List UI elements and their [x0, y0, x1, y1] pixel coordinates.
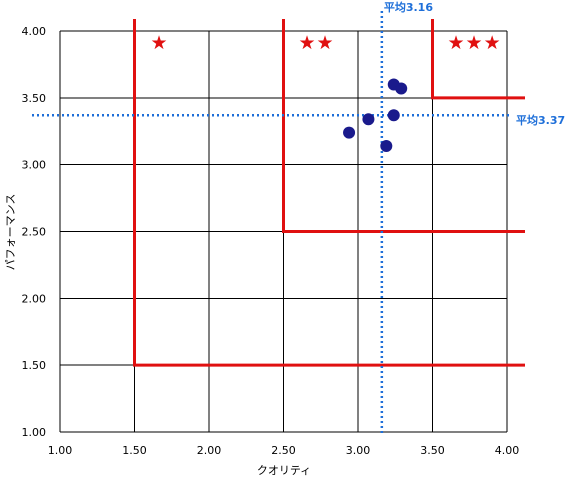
y-average-label: 平均3.37	[516, 113, 565, 127]
zone-ratings: ★ ★★ ★★★	[151, 32, 502, 54]
data-point	[343, 126, 356, 139]
x-tick-label: 3.00	[346, 444, 371, 457]
data-point	[387, 109, 400, 122]
data-point	[380, 139, 393, 152]
data-points	[343, 78, 408, 152]
zone-rating-stars: ★★	[299, 32, 335, 54]
y-tick-label: 2.00	[22, 292, 47, 305]
y-axis-label: パフォーマンス	[4, 194, 17, 271]
y-tick-label: 2.50	[22, 226, 47, 239]
x-axis-label: クオリティ	[257, 464, 311, 477]
x-tick-label: 2.50	[271, 444, 296, 457]
zone-boundary	[431, 19, 525, 100]
y-tick-label: 3.00	[22, 159, 47, 172]
x-average-label: 平均3.16	[384, 0, 433, 14]
data-point	[362, 113, 375, 126]
zone-boundary	[133, 19, 525, 367]
data-point	[395, 82, 408, 95]
y-tick-label: 1.00	[22, 426, 47, 439]
zone-boundaries	[133, 19, 525, 367]
y-tick-label: 1.50	[22, 359, 47, 372]
x-tick-label: 2.00	[197, 444, 222, 457]
x-tick-label: 4.00	[495, 444, 520, 457]
zone-boundary	[282, 19, 525, 233]
x-tick-label: 1.00	[48, 444, 73, 457]
tick-labels: 1.00 1.50 2.00 2.50 3.00 3.50 4.00 1.00 1.50 2.00…	[22, 25, 520, 457]
y-tick-label: 4.00	[22, 25, 47, 38]
zone-rating-stars: ★	[151, 32, 169, 54]
average-lines: 平均3.16 平均3.37	[32, 0, 565, 436]
x-tick-label: 1.50	[122, 444, 147, 457]
x-tick-label: 3.50	[420, 444, 445, 457]
y-tick-label: 3.50	[22, 92, 47, 105]
zone-rating-stars: ★★★	[448, 32, 502, 54]
